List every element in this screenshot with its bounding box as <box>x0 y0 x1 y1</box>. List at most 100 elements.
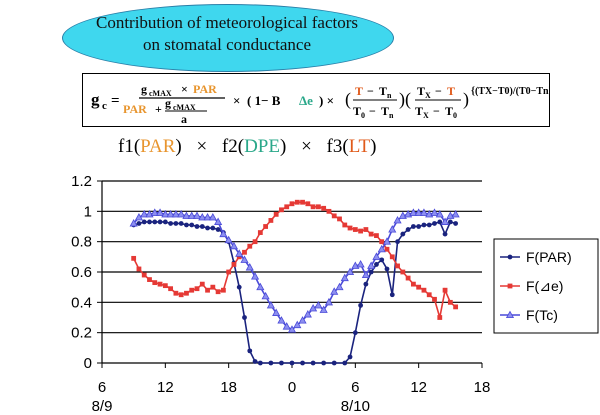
data-point <box>231 262 237 267</box>
formula-tx-den-sub: X <box>423 111 429 120</box>
x-tick-label: 6 <box>98 379 106 396</box>
data-point <box>363 227 369 232</box>
data-point <box>440 217 450 225</box>
data-point <box>416 224 422 229</box>
data-point <box>335 282 344 291</box>
data-point <box>319 305 328 313</box>
data-point <box>331 213 337 219</box>
data-point <box>453 304 459 310</box>
data-point <box>214 217 223 225</box>
formula-tx-num: T <box>417 84 425 98</box>
title-line-1: Contribution of meteorological factors <box>95 13 358 32</box>
data-point <box>178 292 184 298</box>
data-point <box>177 209 186 218</box>
data-point <box>410 224 416 229</box>
data-point <box>152 219 158 225</box>
line-chart: 00.20.40.60.811.26 12 18 0 6 12 188/9 8/10F(PAR… <box>71 173 599 415</box>
data-point <box>205 225 210 231</box>
factor-separator-1: × <box>196 136 208 157</box>
data-point <box>155 208 165 216</box>
data-point <box>136 266 142 272</box>
data-point <box>198 212 207 221</box>
data-point <box>442 231 448 237</box>
data-point <box>168 286 174 292</box>
data-point <box>199 281 205 287</box>
data-point <box>173 221 179 226</box>
date-label: 8/10 <box>341 398 370 415</box>
data-point <box>377 244 386 253</box>
data-point <box>384 266 390 272</box>
data-point <box>303 310 312 318</box>
data-point <box>245 263 254 271</box>
data-point <box>141 219 147 225</box>
data-point <box>219 229 228 238</box>
data-point <box>293 320 302 329</box>
data-point <box>215 289 221 295</box>
data-point <box>182 211 191 219</box>
factor-labels: f1(PAR) × f2(DPE) × f3(LT) <box>118 136 376 158</box>
factor-separator-2: × <box>301 136 312 157</box>
data-point <box>342 360 348 366</box>
data-point <box>224 235 233 244</box>
formula-par-den: PAR <box>123 102 147 116</box>
data-point <box>192 211 202 219</box>
x-tick-label: 0 <box>288 379 296 396</box>
data-point <box>368 231 374 237</box>
data-point <box>426 292 432 298</box>
x-tick-label: 18 <box>220 379 237 396</box>
data-point <box>395 239 400 245</box>
legend-label: F(⊿e) <box>526 278 563 294</box>
data-point <box>374 233 379 238</box>
data-point <box>284 204 290 210</box>
data-point <box>331 360 337 366</box>
data-point <box>384 246 390 252</box>
data-point <box>273 211 279 217</box>
data-point <box>189 222 195 228</box>
data-point <box>147 277 152 282</box>
data-point <box>421 287 427 293</box>
formula-gcmax-num-sub: cMAX <box>149 89 172 98</box>
formula-exponent: {(TX−T0)/(T0−Tn)} <box>471 86 549 97</box>
data-point <box>263 224 269 229</box>
data-point <box>178 221 184 226</box>
data-point <box>315 204 321 210</box>
formula-par-num: PAR <box>193 82 217 96</box>
data-point <box>242 249 247 255</box>
legend-label: F(Tc) <box>526 307 558 323</box>
y-tick-label: 1 <box>84 203 92 220</box>
data-point <box>314 300 323 309</box>
data-point <box>342 222 348 228</box>
data-point <box>507 283 513 289</box>
data-point <box>430 208 439 216</box>
data-point <box>451 209 460 218</box>
x-tick-label: 12 <box>410 379 427 396</box>
formula-times-2: × <box>233 93 240 108</box>
data-point <box>352 330 358 336</box>
formula-close-paren: ) <box>463 89 469 110</box>
data-point <box>184 222 189 228</box>
formula-tn-den-sub: n <box>389 111 394 120</box>
data-point <box>363 281 369 287</box>
data-point <box>141 272 147 278</box>
data-point <box>282 322 291 330</box>
data-point <box>395 263 400 269</box>
formula-times-1: × <box>181 82 188 96</box>
data-point <box>361 270 370 279</box>
data-point <box>414 208 423 216</box>
data-point <box>372 252 381 260</box>
data-point <box>289 360 295 366</box>
x-tick-label: 18 <box>474 379 491 396</box>
title-banner <box>62 4 394 72</box>
data-point <box>226 269 232 275</box>
data-point <box>268 218 274 223</box>
data-point <box>435 209 444 218</box>
data-point <box>235 249 244 257</box>
data-point <box>150 208 159 216</box>
data-point <box>205 287 210 293</box>
data-point <box>419 208 429 216</box>
data-point <box>507 254 513 260</box>
y-tick-label: 0.4 <box>71 294 92 311</box>
data-point <box>400 231 406 237</box>
data-point <box>131 255 137 261</box>
data-point <box>257 230 263 235</box>
